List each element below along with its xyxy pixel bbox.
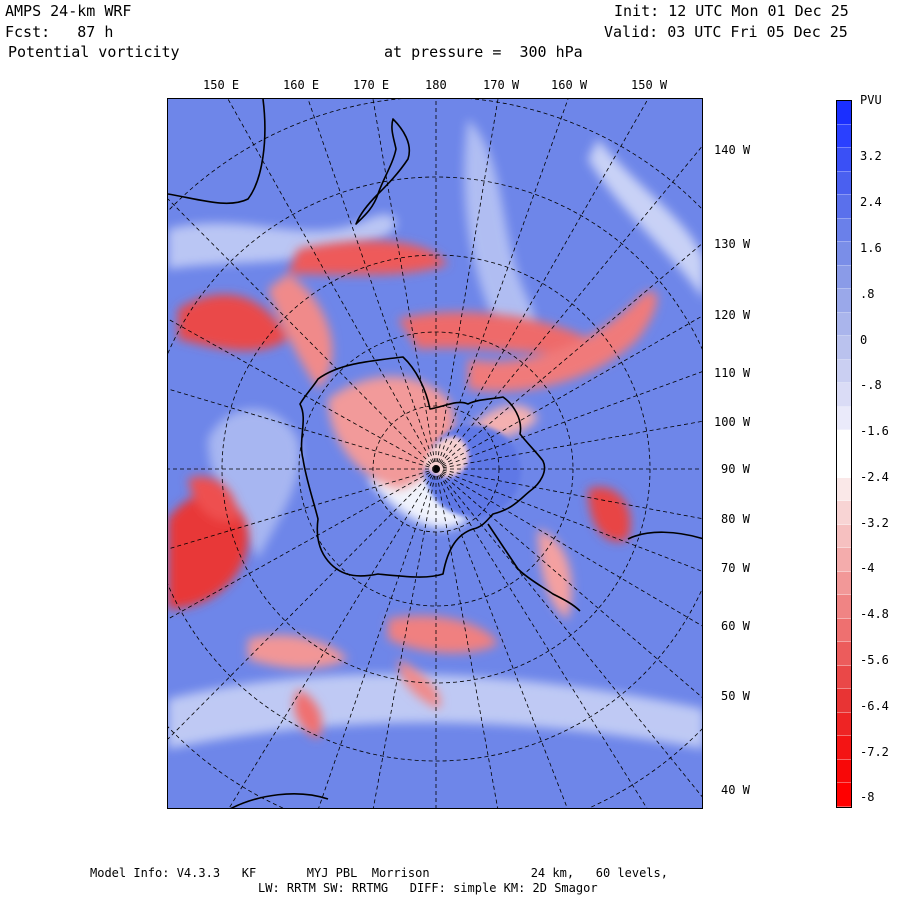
colorbar-swatch bbox=[837, 642, 851, 666]
model-info-line1: Model Info: V4.3.3 KF MYJ PBL Morrison 2… bbox=[90, 866, 668, 880]
colorbar-swatch bbox=[837, 383, 851, 407]
colorbar-swatch bbox=[837, 571, 851, 596]
model-title: AMPS 24-km WRF bbox=[5, 2, 132, 20]
colorbar-swatch bbox=[837, 665, 851, 690]
colorbar-label: -5.6 bbox=[860, 653, 889, 667]
colorbar-title: PVU bbox=[860, 93, 882, 107]
colorbar-swatch bbox=[837, 336, 851, 360]
colorbar-label: -.8 bbox=[860, 378, 882, 392]
colorbar-swatch bbox=[837, 477, 851, 502]
lon-label-right: 40 W bbox=[721, 783, 750, 797]
lon-label-right: 110 W bbox=[714, 366, 751, 380]
lon-label-top: 150 E bbox=[203, 78, 240, 92]
lon-label-right: 140 W bbox=[714, 143, 751, 157]
colorbar-label: -1.6 bbox=[860, 424, 889, 438]
lon-label-top: 170 W bbox=[483, 78, 520, 92]
colorbar-label: 1.6 bbox=[860, 241, 882, 255]
south-america-peninsula bbox=[487, 523, 581, 612]
pv-colorbar bbox=[836, 100, 852, 808]
colorbar-swatch bbox=[837, 430, 851, 454]
field-name: Potential vorticity bbox=[8, 43, 180, 61]
lon-label-right: 90 W bbox=[721, 462, 750, 476]
pressure-level: at pressure = 300 hPa bbox=[384, 43, 583, 61]
pv-light-blue-regions bbox=[168, 119, 702, 749]
map-panel bbox=[167, 98, 703, 809]
colorbar-swatch bbox=[837, 548, 851, 572]
colorbar-swatch bbox=[837, 524, 851, 549]
colorbar-label: 2.4 bbox=[860, 195, 882, 209]
colorbar-swatch bbox=[837, 501, 851, 525]
valid-time: Valid: 03 UTC Fri 05 Dec 25 bbox=[604, 23, 848, 41]
coastlines bbox=[168, 99, 702, 808]
pv-red-regions bbox=[168, 240, 657, 739]
forecast-hour: Fcst: 87 h bbox=[5, 23, 114, 41]
pv-field-map bbox=[168, 99, 702, 808]
init-time: Init: 12 UTC Mon 01 Dec 25 bbox=[614, 2, 849, 20]
colorbar-swatch bbox=[837, 783, 851, 807]
lon-label-right: 100 W bbox=[714, 415, 751, 429]
lon-label-top: 160 W bbox=[551, 78, 588, 92]
colorbar-swatch bbox=[837, 406, 851, 431]
colorbar-swatch bbox=[837, 312, 851, 337]
colorbar-label: -6.4 bbox=[860, 699, 889, 713]
lon-label-top: 170 E bbox=[353, 78, 390, 92]
colorbar-label: -7.2 bbox=[860, 745, 889, 759]
colorbar-swatch bbox=[837, 289, 851, 313]
africa-coast bbox=[230, 793, 329, 808]
australia-coast bbox=[168, 99, 266, 205]
lon-label-right: 50 W bbox=[721, 689, 750, 703]
colorbar-swatch bbox=[837, 689, 851, 713]
model-info-line2: LW: RRTM SW: RRTMG DIFF: simple KM: 2D S… bbox=[258, 881, 598, 895]
lon-label-right: 80 W bbox=[721, 512, 750, 526]
colorbar-swatch bbox=[837, 218, 851, 243]
colorbar-swatch bbox=[837, 595, 851, 619]
lon-label-right: 120 W bbox=[714, 308, 751, 322]
colorbar-label: 0 bbox=[860, 333, 868, 347]
colorbar-label: .8 bbox=[860, 287, 875, 301]
colorbar-label: 3.2 bbox=[860, 149, 882, 163]
colorbar-label: -3.2 bbox=[860, 516, 889, 530]
colorbar-swatch bbox=[837, 265, 851, 290]
colorbar-swatch bbox=[837, 759, 851, 784]
colorbar-swatch bbox=[837, 124, 851, 149]
colorbar-label: -4.8 bbox=[860, 607, 889, 621]
lon-label-right: 130 W bbox=[714, 237, 751, 251]
colorbar-swatch bbox=[837, 618, 851, 643]
south-america-coast bbox=[627, 531, 702, 540]
colorbar-label: -4 bbox=[860, 561, 875, 575]
new-zealand-south bbox=[355, 193, 379, 225]
colorbar-swatch bbox=[837, 454, 851, 478]
colorbar-swatch bbox=[837, 712, 851, 737]
graticule bbox=[168, 99, 702, 808]
colorbar-swatch bbox=[837, 359, 851, 384]
colorbar-swatch bbox=[837, 101, 851, 125]
colorbar-swatch bbox=[837, 171, 851, 196]
colorbar-label: -2.4 bbox=[860, 470, 889, 484]
colorbar-swatch bbox=[837, 736, 851, 760]
lon-label-top: 160 E bbox=[283, 78, 320, 92]
lon-label-right: 70 W bbox=[721, 561, 750, 575]
lon-label-top: 180 bbox=[425, 78, 447, 92]
lon-label-right: 60 W bbox=[721, 619, 750, 633]
colorbar-swatch bbox=[837, 242, 851, 266]
colorbar-label: -8 bbox=[860, 790, 875, 804]
antarctica-coast bbox=[299, 356, 546, 578]
lon-label-top: 150 W bbox=[631, 78, 668, 92]
colorbar-swatch bbox=[837, 148, 851, 172]
colorbar-swatch bbox=[837, 195, 851, 219]
